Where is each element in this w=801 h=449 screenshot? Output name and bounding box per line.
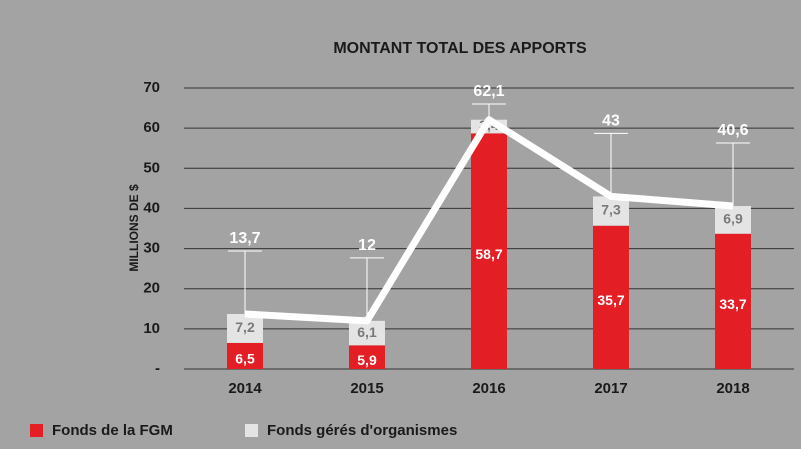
total-label: 12 (358, 237, 376, 254)
value-label: 7,2 (235, 319, 255, 335)
value-label: 33,7 (719, 296, 746, 312)
chart-title: MONTANT TOTAL DES APPORTS (333, 40, 587, 57)
y-axis-label: MILLIONS DE $ (127, 184, 141, 272)
x-tick-label: 2018 (716, 380, 749, 397)
y-tick-label: 30 (143, 240, 160, 257)
bar-segment (227, 314, 263, 343)
bar-segment (227, 342, 263, 369)
x-tick-label: 2015 (350, 380, 383, 397)
total-label: 40,6 (717, 122, 748, 139)
total-label: 13,7 (229, 230, 260, 247)
legend-label: Fonds de la FGM (52, 422, 173, 439)
bar-segment (715, 233, 751, 369)
legend-swatch (245, 424, 258, 437)
legend-label: Fonds gérés d'organismes (267, 422, 457, 439)
bar-segment (349, 320, 385, 346)
total-label: 62,1 (473, 83, 504, 100)
y-tick-label: 20 (143, 280, 160, 297)
value-label: 6,9 (723, 211, 743, 227)
bar-segment (471, 133, 507, 369)
y-tick-label: - (155, 360, 160, 377)
value-label: 6,5 (235, 351, 255, 367)
bar-segment (715, 206, 751, 234)
bar-segment (593, 225, 629, 369)
value-label: 6,1 (357, 324, 377, 340)
value-label: 35,7 (597, 292, 624, 308)
y-tick-label: 10 (143, 320, 160, 337)
y-tick-label: 40 (143, 199, 160, 216)
x-tick-label: 2014 (228, 380, 262, 397)
y-tick-label: 70 (143, 79, 160, 96)
legend-swatch (30, 424, 43, 437)
x-tick-label: 2016 (472, 380, 505, 397)
bar-segment (349, 345, 385, 369)
y-tick-label: 50 (143, 159, 160, 176)
total-label: 43 (602, 113, 620, 130)
x-tick-label: 2017 (594, 380, 627, 397)
bar-segment (593, 196, 629, 226)
y-tick-label: 60 (143, 119, 160, 136)
value-label: 7,3 (601, 202, 621, 218)
value-label: 5,9 (357, 352, 377, 368)
value-label: 58,7 (475, 246, 502, 262)
total-line (244, 116, 734, 325)
